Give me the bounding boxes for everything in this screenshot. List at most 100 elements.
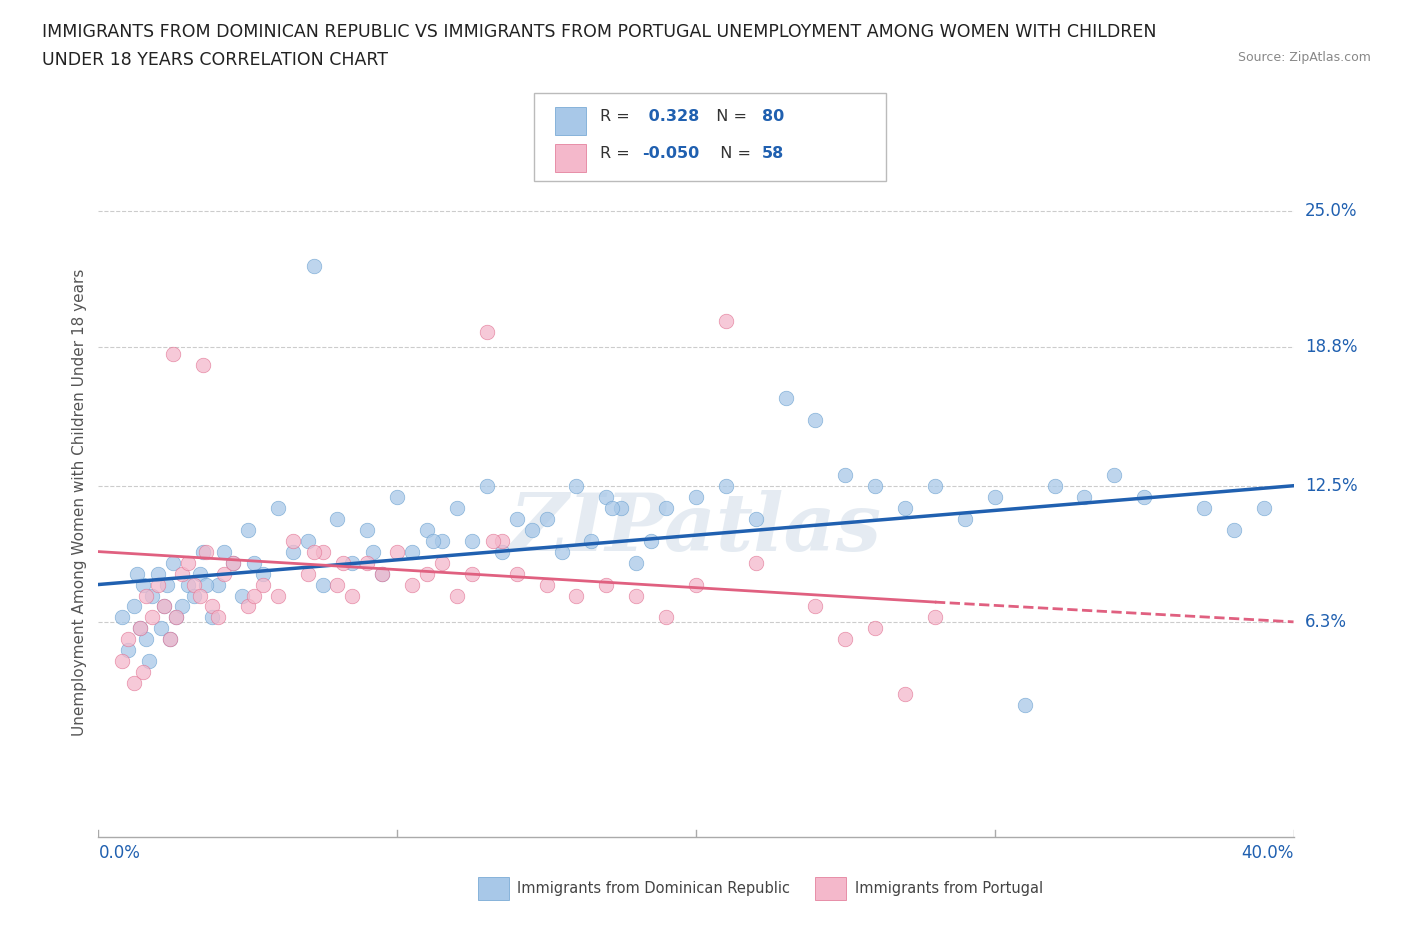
Point (536, 578, 558, 592)
Point (640, 533, 662, 548)
Point (600, 500, 623, 515)
Point (177, 578, 200, 592)
Point (595, 489, 617, 504)
Text: 0.328: 0.328 (643, 109, 699, 124)
Point (162, 347, 184, 362)
Point (416, 566, 439, 581)
Point (520, 523, 543, 538)
Point (655, 610, 678, 625)
Point (194, 578, 218, 592)
Point (183, 588, 205, 603)
Point (162, 555, 184, 570)
Point (481, 533, 503, 548)
Point (141, 588, 163, 603)
Point (491, 544, 513, 559)
Text: 40.0%: 40.0% (1241, 844, 1294, 861)
Point (141, 610, 163, 625)
Point (159, 632, 181, 647)
Text: UNDER 18 YEARS CORRELATION CHART: UNDER 18 YEARS CORRELATION CHART (42, 51, 388, 69)
Point (326, 512, 349, 526)
Point (148, 566, 170, 581)
Point (655, 500, 678, 515)
Point (132, 665, 155, 680)
Point (165, 610, 187, 625)
Point (714, 478, 737, 493)
Point (983, 489, 1005, 504)
Point (581, 533, 603, 548)
Point (267, 500, 290, 515)
Text: Immigrants from Portugal: Immigrants from Portugal (855, 881, 1043, 896)
Text: 6.3%: 6.3% (1305, 613, 1347, 631)
Point (565, 478, 588, 493)
Point (153, 599, 176, 614)
Point (243, 555, 266, 570)
Point (153, 599, 176, 614)
Point (191, 544, 214, 559)
Point (475, 478, 498, 493)
Point (361, 544, 384, 559)
Text: 80: 80 (762, 109, 785, 124)
Point (222, 555, 245, 570)
Point (129, 621, 152, 636)
Point (326, 578, 349, 592)
Point (385, 544, 409, 559)
Point (156, 578, 179, 592)
Point (491, 533, 513, 548)
Point (475, 325, 498, 339)
Point (311, 578, 333, 592)
Point (207, 610, 229, 625)
Point (550, 544, 572, 559)
Text: N =: N = (710, 146, 756, 161)
Point (371, 566, 394, 581)
Point (430, 555, 453, 570)
Point (236, 523, 259, 538)
Point (124, 676, 146, 691)
Text: N =: N = (706, 109, 752, 124)
Point (775, 391, 797, 405)
Point (894, 687, 917, 702)
Point (148, 578, 170, 592)
Point (342, 555, 364, 570)
Text: R =: R = (600, 146, 636, 161)
Point (212, 544, 235, 559)
Point (595, 578, 617, 592)
Point (159, 632, 181, 647)
Point (1102, 467, 1125, 482)
Point (201, 610, 224, 625)
Point (135, 588, 157, 603)
Point (207, 578, 229, 592)
Text: 25.0%: 25.0% (1305, 203, 1357, 220)
Point (222, 555, 245, 570)
Text: IMMIGRANTS FROM DOMINICAN REPUBLIC VS IMMIGRANTS FROM PORTUGAL UNEMPLOYMENT AMON: IMMIGRANTS FROM DOMINICAN REPUBLIC VS IM… (42, 23, 1157, 41)
Point (461, 566, 484, 581)
Point (401, 578, 423, 592)
Point (177, 555, 200, 570)
Point (536, 512, 558, 526)
Point (446, 588, 468, 603)
Point (332, 555, 354, 570)
Point (385, 489, 409, 504)
Point (506, 566, 529, 581)
Point (894, 500, 917, 515)
Point (183, 578, 205, 592)
Point (834, 467, 856, 482)
Point (924, 610, 946, 625)
Point (297, 566, 319, 581)
Point (127, 566, 149, 581)
Y-axis label: Unemployment Among Women with Children Under 18 years: Unemployment Among Women with Children U… (72, 269, 87, 736)
Point (863, 478, 886, 493)
Point (302, 544, 325, 559)
Point (804, 412, 827, 427)
Point (565, 588, 588, 603)
Point (624, 555, 647, 570)
Text: -0.050: -0.050 (643, 146, 700, 161)
Point (281, 533, 304, 548)
Point (172, 566, 194, 581)
Point (422, 533, 444, 548)
Point (191, 357, 214, 372)
Point (231, 588, 253, 603)
Point (924, 478, 946, 493)
Point (1043, 478, 1066, 493)
Point (1014, 698, 1036, 712)
Point (863, 621, 886, 636)
